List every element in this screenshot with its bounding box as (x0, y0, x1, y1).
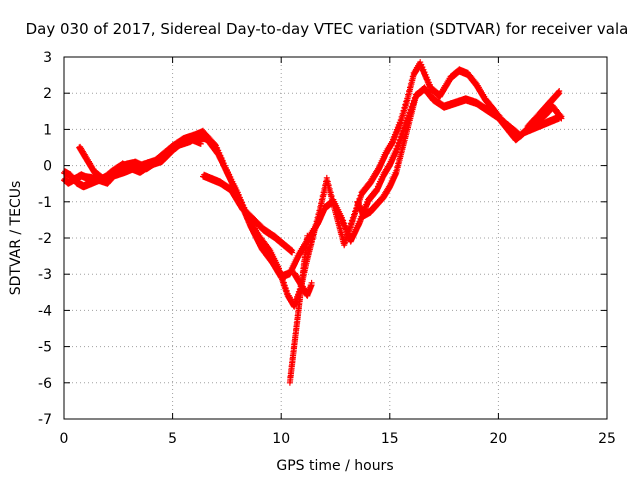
grid-lines (64, 57, 607, 419)
x-axis-label: GPS time / hours (276, 458, 393, 474)
chart-title: Day 030 of 2017, Sidereal Day-to-day VTE… (26, 20, 629, 38)
y-tick-label: -7 (38, 412, 52, 428)
x-tick-label: 20 (489, 431, 507, 447)
data-series-6 (286, 232, 311, 386)
data-point-markers-band (201, 171, 296, 254)
y-tick-label: 0 (43, 159, 52, 175)
data-point-markers-band (77, 135, 204, 181)
y-tick-label: 2 (43, 86, 52, 102)
plot-frame (63, 56, 608, 420)
data-points (61, 59, 565, 386)
data-series-8 (523, 88, 563, 133)
data-point-markers-band (62, 59, 565, 308)
data-point-markers (76, 137, 204, 184)
y-tick-label: 3 (43, 50, 52, 66)
data-point-markers (61, 61, 565, 310)
y-tick-label: -4 (38, 303, 52, 319)
y-tick-label: -2 (38, 231, 52, 247)
data-series-7 (354, 91, 419, 220)
data-point-markers-band (287, 232, 311, 380)
x-tick-label: 0 (60, 431, 69, 447)
data-series-3 (76, 135, 204, 184)
data-series-1 (61, 59, 565, 310)
y-tick-label: -5 (38, 340, 52, 356)
x-tick-label: 5 (168, 431, 177, 447)
x-tick-label: 25 (598, 431, 616, 447)
y-tick-label: -6 (38, 376, 52, 392)
x-tick-label: 15 (381, 431, 399, 447)
y-tick-label: -3 (38, 267, 52, 283)
y-tick-label: -1 (38, 195, 52, 211)
y-tick-label: 1 (43, 122, 52, 138)
data-point-markers-band (524, 88, 563, 130)
data-point-markers-band (355, 91, 419, 218)
x-tick-label: 10 (272, 431, 290, 447)
data-series-4 (200, 171, 296, 256)
y-axis-label: SDTVAR / TECUs (8, 181, 24, 296)
